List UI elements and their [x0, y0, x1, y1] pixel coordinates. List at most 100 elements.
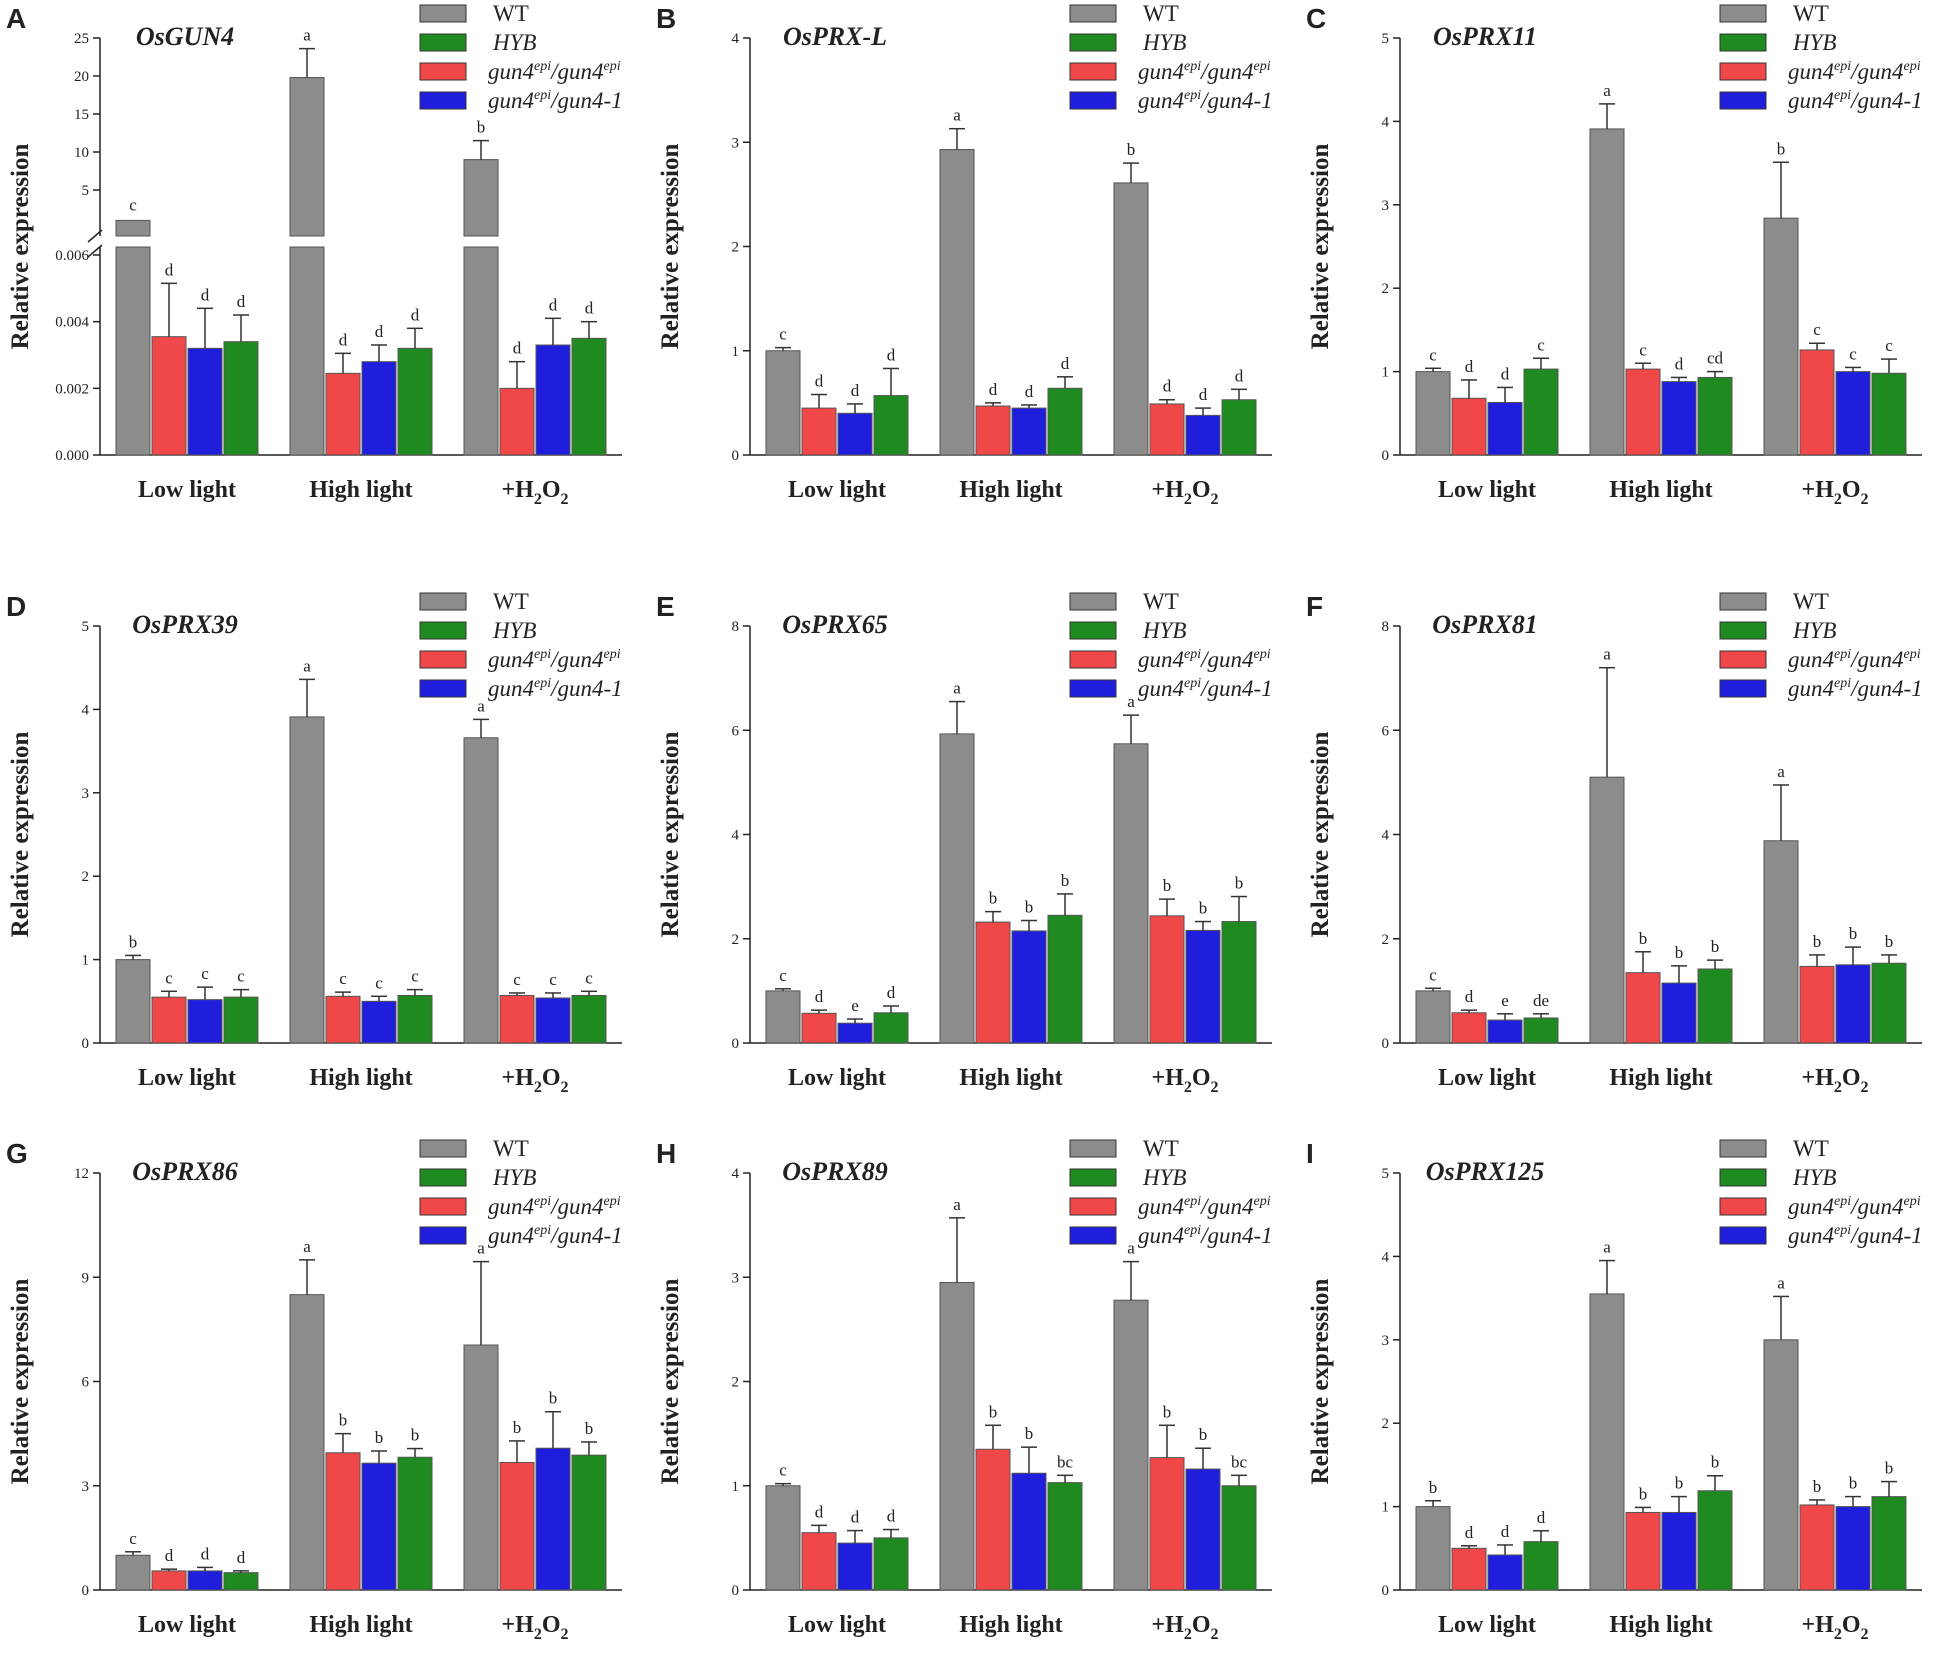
bar-hyb — [1871, 962, 1907, 1044]
legend-label-sup: epi — [604, 59, 621, 74]
group-label: +H2O2 — [1801, 1612, 1868, 1643]
bar-hyb — [873, 395, 909, 456]
significance-letter: d — [815, 987, 824, 1006]
bar-hyb — [1871, 1496, 1907, 1591]
bar-hyb — [1047, 914, 1083, 1044]
bar-hyb — [223, 996, 259, 1044]
legend-label-g1: gun4epi/gun4epi — [1788, 647, 1921, 672]
legend-label-part: gun4-1 — [1208, 88, 1273, 113]
legend-label-sup: epi — [1834, 647, 1851, 662]
significance-letter: b — [375, 1428, 384, 1447]
panel-c: COsPRX11WTHYBgun4epi/gun4epigun4epi/gun4… — [1306, 1, 1923, 508]
bar-hyb — [1697, 376, 1733, 456]
legend-label-wt: WT — [493, 589, 529, 614]
group-label-text: +H — [501, 1612, 534, 1638]
group-label-text: O — [1192, 1065, 1211, 1091]
bar-g2 — [187, 347, 223, 456]
significance-letter: c — [129, 195, 137, 214]
group-label: Low light — [1438, 1065, 1536, 1091]
bar-hyb — [1221, 921, 1257, 1044]
legend-label-sep: / — [1199, 1223, 1210, 1248]
bar-g1 — [1625, 972, 1661, 1044]
legend-label-sup: epi — [604, 647, 621, 662]
legend-label-sup: epi — [1184, 676, 1201, 691]
bar-g1 — [1625, 368, 1661, 456]
significance-letter: c — [1537, 335, 1545, 354]
bar-g1 — [325, 372, 361, 456]
y-tick-label: 4 — [1382, 114, 1390, 130]
significance-letter: a — [1777, 762, 1785, 781]
group-label-text: +H — [1801, 1065, 1834, 1091]
legend-swatch-g2 — [419, 91, 467, 110]
y-axis-label: Relative expression — [7, 1279, 34, 1485]
bar-hyb — [571, 337, 607, 456]
bar-hyb — [397, 994, 433, 1044]
legend-label-g2: gun4epi/gun4-1 — [1788, 1223, 1923, 1248]
legend-label-part: gun4 — [1788, 647, 1834, 672]
bar-wt — [289, 246, 325, 456]
group-label: High light — [959, 1612, 1062, 1638]
legend-label-sup: epi — [1834, 1223, 1851, 1238]
y-axis-label: Relative expression — [7, 144, 34, 350]
bar-g2 — [1835, 1506, 1871, 1591]
group-label-text: +H — [1801, 1612, 1834, 1638]
significance-letter: d — [237, 1548, 246, 1567]
significance-letter: c — [237, 967, 245, 986]
group-label-sub: 2 — [1211, 1079, 1219, 1096]
significance-letter: d — [887, 1507, 896, 1526]
group-label-sub: 2 — [534, 1626, 542, 1643]
group-label: +H2O2 — [1801, 1065, 1868, 1096]
significance-letter: d — [1465, 357, 1474, 376]
bar-wt — [939, 1281, 975, 1591]
group-label-text: O — [1842, 477, 1861, 503]
legend-label-part: gun4 — [1788, 1223, 1834, 1248]
significance-letter: a — [1127, 692, 1135, 711]
legend-label-part: gun4 — [1138, 647, 1184, 672]
group-label: +H2O2 — [501, 1612, 568, 1643]
significance-letter: b — [1885, 932, 1894, 951]
legend-label-sup: epi — [1184, 1223, 1201, 1238]
bar-g1 — [801, 1532, 837, 1591]
legend-label-g2: gun4epi/gun4-1 — [1138, 88, 1273, 113]
legend-label-sep: / — [1199, 647, 1210, 672]
bar-g1 — [1451, 1012, 1487, 1044]
panel-f: FOsPRX81WTHYBgun4epi/gun4epigun4epi/gun4… — [1306, 589, 1923, 1096]
significance-letter: d — [851, 381, 860, 400]
group-label-text: +H — [1801, 477, 1834, 503]
y-axis-label: Relative expression — [1307, 1279, 1334, 1485]
bar-wt — [939, 149, 975, 456]
legend-swatch-hyb — [1069, 1168, 1117, 1187]
group-label-sub: 2 — [1184, 1626, 1192, 1643]
legend-label-g1: gun4epi/gun4epi — [1788, 59, 1921, 84]
group-label: +H2O2 — [1151, 477, 1218, 508]
legend-label-sep: / — [549, 647, 560, 672]
group-label: Low light — [138, 1612, 236, 1638]
y-tick-label: 2 — [1382, 1416, 1390, 1432]
significance-letter: c — [165, 968, 173, 987]
legend-label-sup: epi — [1834, 1194, 1851, 1209]
legend-label-sep: / — [549, 1223, 560, 1248]
significance-letter: b — [1849, 924, 1858, 943]
group-label-text: Low light — [1438, 1612, 1536, 1638]
bar-hyb — [873, 1537, 909, 1591]
significance-letter: c — [1813, 320, 1821, 339]
group-label-text: High light — [959, 1612, 1062, 1638]
bar-wt — [1415, 371, 1451, 456]
significance-letter: a — [1603, 81, 1611, 100]
group-label-text: +H — [501, 1065, 534, 1091]
legend-swatch-wt — [419, 592, 467, 611]
group-label-text: O — [1842, 1612, 1861, 1638]
group-label-text: O — [1192, 1612, 1211, 1638]
group-label-sub: 2 — [561, 1079, 569, 1096]
legend-label-part: gun4 — [1138, 1194, 1184, 1219]
y-axis-label: Relative expression — [1307, 732, 1334, 938]
y-tick-label: 1 — [732, 344, 740, 360]
legend-label-g2: gun4epi/gun4-1 — [488, 1223, 623, 1248]
group-label: High light — [959, 1065, 1062, 1091]
significance-letter: a — [1777, 1273, 1785, 1292]
y-axis-label: Relative expression — [657, 144, 684, 350]
significance-letter: d — [201, 285, 210, 304]
legend-label-g1: gun4epi/gun4epi — [488, 59, 621, 84]
bar-wt — [289, 1294, 325, 1591]
bar-g2 — [837, 1022, 873, 1044]
